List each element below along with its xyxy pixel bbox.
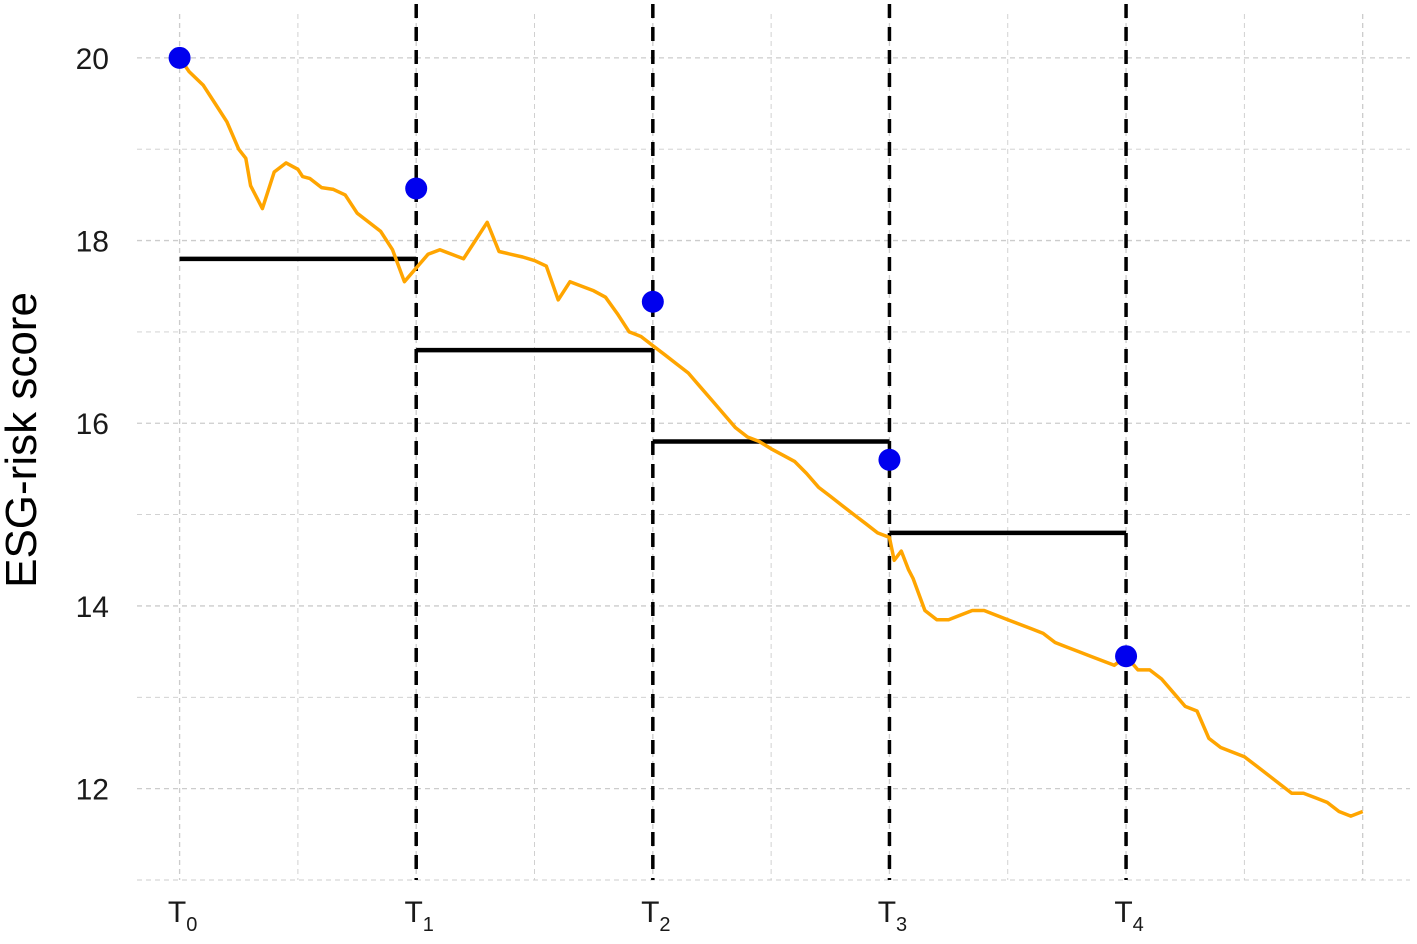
y-tick-label: 20 [76,43,109,76]
data-point [641,290,664,313]
x-tick-label: T0 [168,896,197,936]
x-tick-label: T4 [1114,896,1143,936]
step-threshold-lines [179,256,1127,536]
data-point [405,177,428,200]
x-tick-label: T1 [404,896,433,936]
data-point [168,46,191,69]
score-series [178,56,1364,818]
esg-score-line [178,56,1364,818]
x-tick-label: T2 [641,896,670,936]
data-point [878,448,901,471]
grid [137,14,1410,881]
x-axis-ticks: T0 T1 T2 T3 T4 [168,896,1144,936]
y-tick-label: 12 [76,774,109,807]
y-axis-ticks: 12 14 16 18 20 [76,43,109,807]
y-tick-label: 18 [76,226,109,259]
y-axis-title: ESG-risk score [0,292,46,588]
x-tick-label: T3 [878,896,907,936]
y-tick-label: 14 [76,591,109,624]
y-tick-label: 16 [76,408,109,441]
period-points [168,46,1138,668]
data-point [1115,645,1138,668]
